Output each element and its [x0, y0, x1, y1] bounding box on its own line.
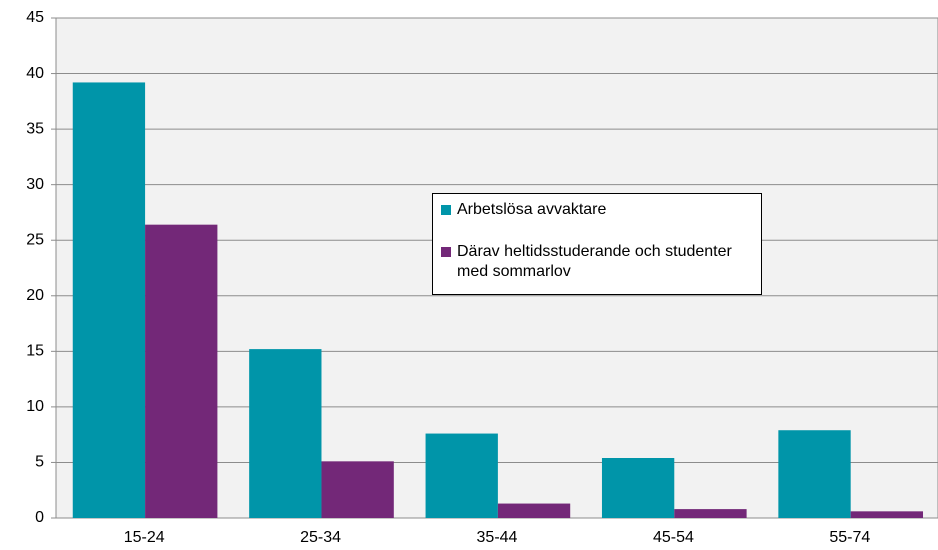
legend-label: Därav heltidsstuderande och studenter me… — [457, 243, 732, 280]
legend-label: Arbetslösa avvaktare — [457, 201, 607, 218]
y-tick-label: 10 — [26, 398, 44, 415]
bar — [778, 430, 851, 518]
y-tick-label: 30 — [26, 176, 44, 193]
bar — [145, 224, 218, 518]
y-tick-label: 35 — [26, 120, 44, 137]
legend: Arbetslösa avvaktare Därav heltidsstudera… — [432, 193, 762, 295]
y-tick-label: 25 — [26, 231, 44, 248]
bar — [674, 509, 747, 518]
legend-item: Arbetslösa avvaktare — [441, 200, 753, 220]
bar — [321, 461, 394, 518]
y-tick-label: 5 — [35, 454, 44, 471]
legend-swatch — [441, 205, 451, 215]
y-tick-label: 40 — [26, 65, 44, 82]
bar — [72, 82, 146, 518]
bar — [497, 503, 571, 518]
x-tick-label: 45-54 — [653, 529, 694, 546]
legend-swatch — [441, 247, 451, 257]
y-tick-label: 20 — [26, 287, 44, 304]
y-tick-label: 45 — [26, 9, 44, 26]
y-tick-label: 0 — [35, 509, 44, 526]
x-tick-label: 55-74 — [829, 529, 870, 546]
legend-item: Därav heltidsstuderande och studenter me… — [441, 242, 753, 282]
y-tick-label: 15 — [26, 343, 44, 360]
bar — [425, 433, 498, 518]
bar — [601, 458, 675, 518]
x-tick-label: 35-44 — [477, 529, 518, 546]
bar — [249, 349, 322, 518]
bar — [850, 511, 924, 518]
x-tick-label: 25-34 — [300, 529, 341, 546]
x-tick-label: 15-24 — [124, 529, 165, 546]
